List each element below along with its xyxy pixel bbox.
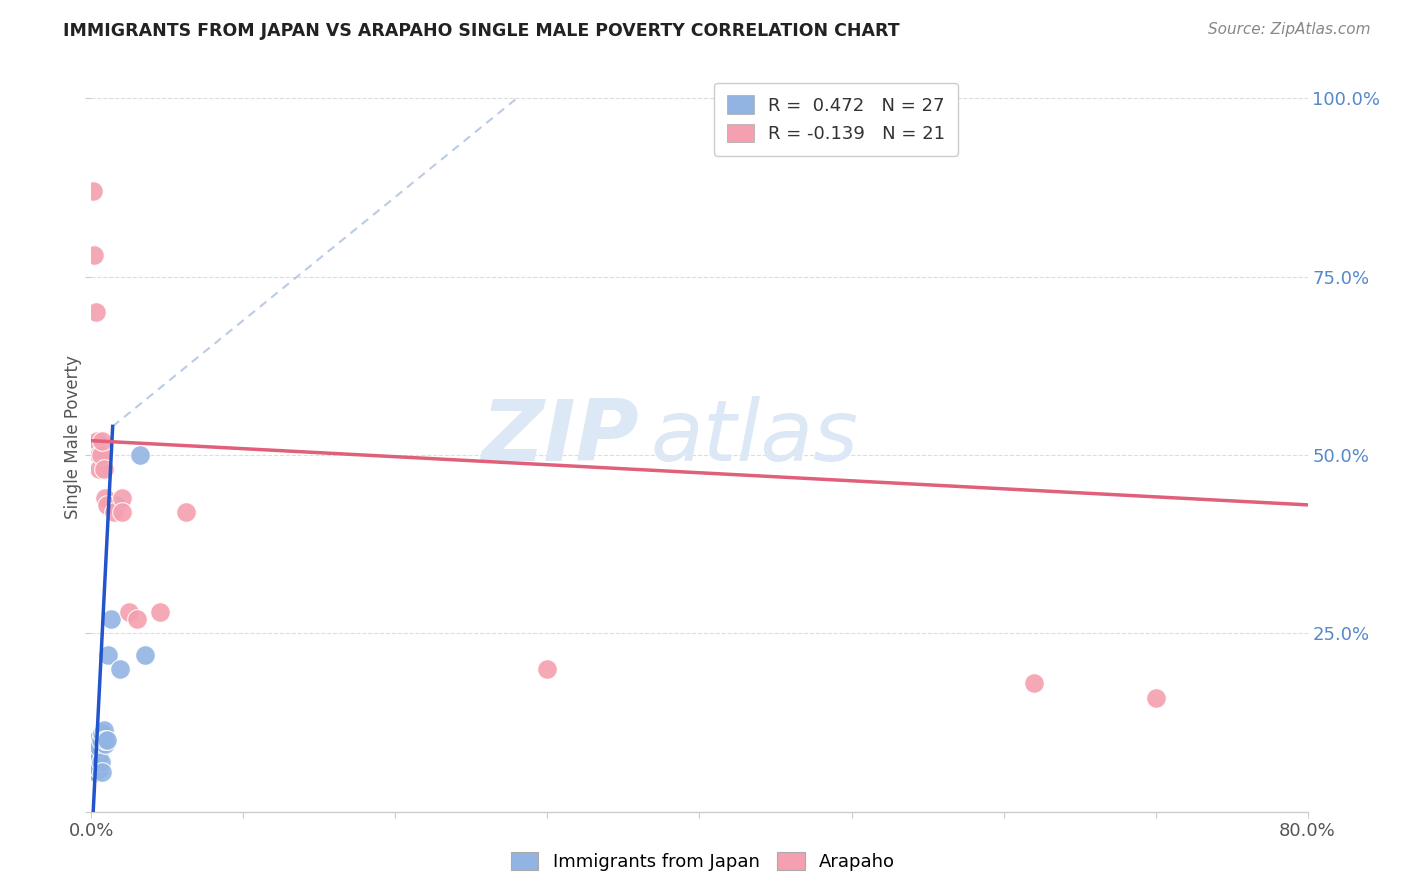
Point [83,747,105,762]
Point [91,765,114,780]
Point [111,491,134,505]
Text: Source: ZipAtlas.com: Source: ZipAtlas.com [1208,22,1371,37]
Point [174,505,197,519]
Point [93,723,115,737]
Point [82,765,104,780]
Point [118,605,141,619]
Point [87,762,110,776]
Point [94,491,117,505]
Point [129,448,152,462]
Point [1022,676,1045,690]
Point [87,740,110,755]
Point [89,755,111,769]
Legend: Immigrants from Japan, Arapaho: Immigrants from Japan, Arapaho [503,845,903,879]
Point [84,305,107,319]
Point [87,747,110,762]
Point [87,462,110,476]
Point [83,758,105,772]
Point [84,755,107,769]
Text: atlas: atlas [651,395,859,479]
Point [84,765,107,780]
Point [83,248,105,262]
Point [86,747,108,762]
Point [86,434,108,448]
Point [94,733,117,747]
Point [125,612,148,626]
Point [84,740,107,755]
Point [89,733,111,747]
Point [89,448,111,462]
Point [87,448,110,462]
Point [91,434,114,448]
Point [97,648,120,662]
Point [100,612,122,626]
Point [94,737,117,751]
Point [134,648,156,662]
Legend: R =  0.472   N = 27, R = -0.139   N = 21: R = 0.472 N = 27, R = -0.139 N = 21 [714,83,957,156]
Y-axis label: Single Male Poverty: Single Male Poverty [63,355,82,519]
Point [96,498,118,512]
Point [93,462,115,476]
Point [536,662,558,676]
Point [91,726,114,740]
Point [86,733,108,747]
Point [82,751,104,765]
Text: ZIP: ZIP [481,395,638,479]
Point [82,184,104,198]
Point [96,733,118,747]
Point [110,662,132,676]
Point [149,605,172,619]
Text: IMMIGRANTS FROM JAPAN VS ARAPAHO SINGLE MALE POVERTY CORRELATION CHART: IMMIGRANTS FROM JAPAN VS ARAPAHO SINGLE … [63,22,900,40]
Point [103,505,125,519]
Point [111,505,134,519]
Point [104,498,127,512]
Point [83,740,105,755]
Point [1144,690,1167,705]
